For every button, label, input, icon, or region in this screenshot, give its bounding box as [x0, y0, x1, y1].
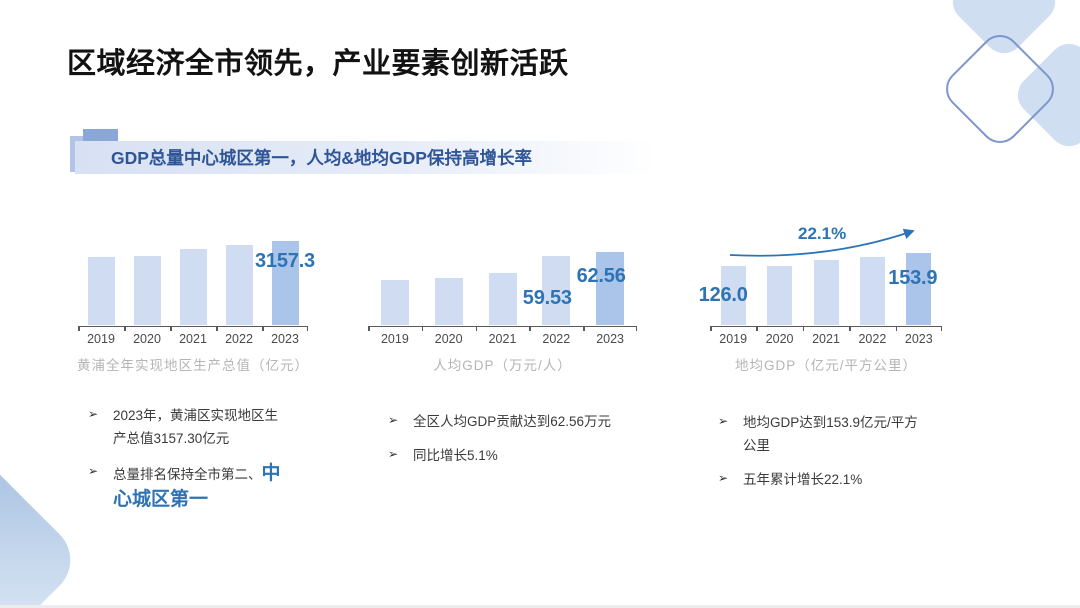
axis-tick — [475, 327, 478, 331]
bullet-arrow-icon: ➢ — [718, 471, 729, 486]
note-text: 总量排名保持全市第二、中心城区第一 — [113, 463, 281, 511]
bar-2021 — [179, 248, 207, 325]
x-tick-label: 2023 — [271, 332, 299, 346]
diamond-decoration-bottom-left — [0, 439, 86, 608]
axis-tick — [78, 327, 80, 331]
x-tick-label: 2022 — [858, 332, 887, 346]
x-axis — [710, 326, 942, 327]
bullet-arrow-icon: ➢ — [88, 407, 99, 421]
axis-tick — [802, 327, 805, 331]
bar-2020 — [133, 256, 161, 325]
x-tick-label: 2021 — [179, 332, 207, 346]
x-tick-label: 2022 — [542, 332, 571, 346]
bar-2021 — [488, 273, 517, 325]
bar-2020 — [767, 265, 793, 325]
list-item: ➢ 五年累计增长22.1% — [718, 468, 918, 491]
list-item: ➢ 总量排名保持全市第二、中心城区第一 — [88, 461, 290, 512]
x-tick-label: 2023 — [904, 332, 933, 346]
bullet-arrow-icon: ➢ — [388, 447, 399, 462]
value-label-2019: 126.0 — [698, 284, 748, 307]
chart-caption: 黄浦全年实现地区生产总值（亿元） — [77, 358, 309, 373]
value-label-2023: 62.56 — [576, 265, 626, 287]
axis-tick — [306, 327, 308, 331]
notes-column-2: ➢ 全区人均GDP贡献达到62.56万元 ➢ 同比增长5.1% — [388, 410, 630, 478]
bullet-arrow-icon: ➢ — [718, 414, 729, 428]
slide-bottom-edge — [0, 605, 1080, 608]
bar-2023 — [596, 252, 625, 325]
note-text: 地均GDP达到153.9亿元/平方公里 — [743, 415, 918, 454]
axis-tick — [756, 327, 758, 331]
bar-2021 — [813, 259, 839, 325]
section-header-text: GDP总量中心城区第一，人均&地均GDP保持高增长率 — [111, 148, 532, 168]
list-item: ➢ 2023年，黄浦区实现地区生产总值3157.30亿元 — [88, 404, 290, 450]
section-header-bar: GDP总量中心城区第一，人均&地均GDP保持高增长率 — [75, 141, 657, 174]
bar-chart-2: 2019 2020 2021 2022 2023 59.53 62.56 人均GDP（万元/人… — [368, 210, 637, 378]
bar-chart-3: 2019 2020 2021 2022 2023 126.0 153.9 22.1% 地均GD… — [699, 210, 942, 378]
axis-tick — [368, 327, 370, 331]
x-axis — [78, 326, 308, 327]
axis-tick — [895, 327, 898, 331]
bullet-arrow-icon: ➢ — [88, 464, 99, 479]
page-title: 区域经济全市领先，产业要素创新活跃 — [67, 48, 569, 80]
value-label-2022: 59.53 — [522, 286, 572, 309]
axis-tick — [262, 327, 264, 331]
growth-percent-label: 22.1% — [798, 224, 847, 243]
chart-caption: 人均GDP（万元/人） — [433, 358, 572, 373]
bullet-arrow-icon: ➢ — [388, 413, 399, 427]
bar-2023 — [271, 241, 299, 325]
x-tick-label: 2019 — [87, 332, 115, 346]
axis-tick — [421, 327, 424, 331]
notes-column-1: ➢ 2023年，黄浦区实现地区生产总值3157.30亿元 ➢ 总量排名保持全市第… — [88, 404, 290, 524]
chart-caption: 地均GDP（亿元/平方公里） — [734, 358, 917, 373]
axis-tick — [170, 327, 172, 331]
value-label-2023: 3157.3 — [255, 250, 315, 272]
axis-tick — [710, 327, 712, 331]
axis-tick — [529, 327, 531, 331]
x-tick-label: 2019 — [719, 332, 748, 346]
x-tick-label: 2020 — [133, 332, 161, 346]
x-tick-label: 2023 — [596, 332, 624, 346]
note-text: 全区人均GDP贡献达到62.56万元 — [413, 414, 612, 429]
bar-2022 — [542, 255, 571, 325]
x-tick-label: 2019 — [380, 332, 409, 346]
list-item: ➢ 地均GDP达到153.9亿元/平方公里 — [718, 411, 918, 457]
note-text: 2023年，黄浦区实现地区生产总值3157.30亿元 — [113, 408, 279, 447]
list-item: ➢ 全区人均GDP贡献达到62.56万元 — [388, 410, 630, 433]
growth-arrow-icon — [729, 228, 915, 257]
diamond-outline-decoration — [937, 26, 1063, 152]
list-item: ➢ 同比增长5.1% — [388, 444, 630, 467]
value-label-2023: 153.9 — [888, 267, 938, 289]
x-tick-label: 2022 — [225, 332, 253, 346]
notes-column-3: ➢ 地均GDP达到153.9亿元/平方公里 ➢ 五年累计增长22.1% — [718, 411, 918, 503]
bar-2022 — [859, 257, 885, 325]
bar-2023 — [906, 253, 932, 325]
axis-tick — [635, 327, 637, 331]
x-axis — [368, 326, 637, 327]
x-tick-label: 2020 — [765, 332, 794, 346]
axis-tick — [583, 327, 585, 331]
bar-2019 — [380, 279, 409, 325]
bar-2019 — [720, 266, 746, 325]
emphasis-text: 中心城区第一 — [113, 463, 281, 511]
x-tick-label: 2020 — [434, 332, 463, 346]
axis-tick — [216, 327, 218, 331]
bar-2020 — [434, 278, 463, 325]
x-tick-label: 2021 — [812, 332, 840, 346]
bar-2019 — [87, 257, 115, 325]
bar-2022 — [225, 244, 253, 325]
note-text: 五年累计增长22.1% — [743, 472, 863, 488]
axis-tick — [849, 327, 851, 331]
x-tick-label: 2021 — [488, 332, 517, 346]
bar-chart-1: 2019 2020 2021 2022 2023 3157.3 黄浦全年实现地区生产总值（亿… — [77, 210, 315, 378]
axis-tick — [124, 327, 126, 331]
axis-tick — [940, 327, 942, 331]
note-text: 同比增长5.1% — [413, 448, 498, 464]
